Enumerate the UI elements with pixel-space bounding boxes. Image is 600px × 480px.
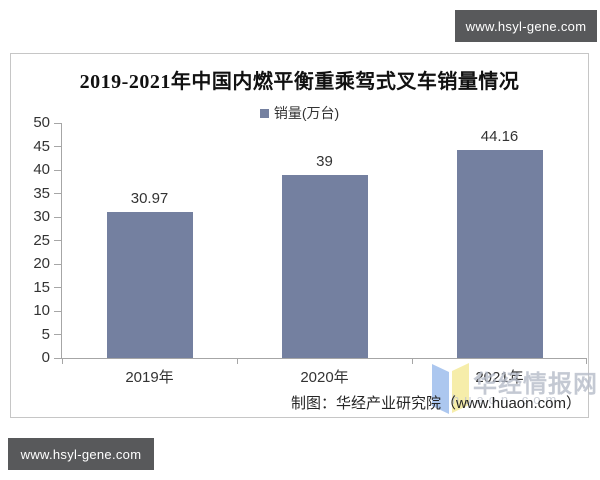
x-axis-category-label: 2020年 <box>300 369 349 386</box>
y-axis-tick-label: 0 <box>41 349 50 366</box>
x-axis-tick <box>237 358 238 364</box>
legend-marker-icon <box>259 108 269 118</box>
y-axis-tick <box>54 216 61 218</box>
y-axis-tick <box>54 169 61 171</box>
legend-label: 销量(万台) <box>273 105 340 121</box>
y-axis-tick-label: 35 <box>33 184 50 202</box>
y-axis-tick-label: 10 <box>33 302 50 319</box>
y-axis-tick-label: 25 <box>33 231 50 249</box>
bar-2019年 <box>106 212 193 358</box>
x-axis-tick <box>586 358 587 364</box>
y-axis-tick-label: 45 <box>33 137 50 155</box>
site-badge-bottom-left: www.hsyl-gene.com <box>8 438 154 470</box>
y-axis-tick-label: 15 <box>33 278 50 296</box>
y-axis-tick-label: 20 <box>33 255 50 272</box>
y-axis-tick <box>54 122 61 124</box>
y-axis-tick <box>54 263 61 265</box>
chart-title: 2019-2021年中国内燃平衡重乘驾式叉车销量情况 <box>79 71 520 93</box>
y-axis-tick-label: 30 <box>33 208 50 225</box>
x-axis-category-label: 2021年 <box>475 369 524 386</box>
y-axis-tick <box>54 287 61 288</box>
bar-value-label: 44.16 <box>480 128 519 146</box>
chart-frame: 2019-2021年中国内燃平衡重乘驾式叉车销量情况 销量(万台) 0 5 10 15… <box>10 53 589 418</box>
x-axis-tick <box>412 358 413 364</box>
x-axis-tick <box>62 358 63 364</box>
chart-legend: 销量(万台) <box>11 103 588 123</box>
y-axis-tick <box>54 357 61 359</box>
bar-2021年 <box>456 150 543 358</box>
y-axis-tick <box>54 240 61 241</box>
y-axis-tick <box>54 334 61 335</box>
y-axis-tick <box>54 310 61 312</box>
y-axis-tick <box>54 193 61 194</box>
bar-2020年 <box>281 174 368 358</box>
bar-value-label: 30.97 <box>130 190 169 208</box>
y-axis-tick-label: 40 <box>33 161 50 178</box>
bar-value-label: 39 <box>316 152 333 170</box>
x-axis-category-label: 2019年 <box>125 369 174 386</box>
site-badge-top-right: www.hsyl-gene.com <box>455 10 597 42</box>
y-axis-tick <box>54 146 61 147</box>
y-axis-tick-label: 50 <box>33 114 50 131</box>
attribution-text: 制图：华经产业研究院（www.huaon.com） <box>290 395 581 412</box>
y-axis-tick-label: 5 <box>41 325 50 343</box>
plot-area: 0 5 10 15 20 25 30 35 40 45 50 30.97 2019年 39 2020年 44.… <box>33 114 587 386</box>
